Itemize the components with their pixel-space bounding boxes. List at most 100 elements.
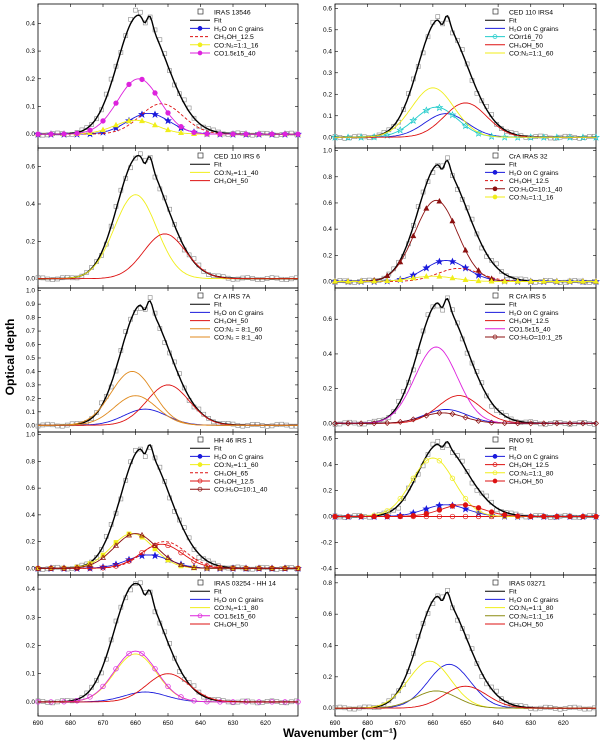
panel-2: 0.0 0.1 0.2 0.3 0.4 0.5 0.6 CED 110 IRS4FitH₂O …: [323, 3, 600, 149]
data-point: [587, 513, 592, 518]
series-marker: [217, 131, 223, 137]
x-tick-label: 630: [228, 720, 239, 727]
series-marker: [475, 505, 482, 511]
legend-entry: CO:N₂=1:1_60: [190, 462, 259, 469]
data-point: [50, 700, 55, 706]
data-point: [499, 268, 504, 274]
x-tick-label: 620: [260, 720, 271, 727]
data-point: [294, 698, 299, 704]
series-marker: [397, 495, 403, 502]
legend-entry: CO:N₂=1:1_40: [190, 170, 259, 177]
series-marker: [100, 118, 106, 124]
series-marker: [422, 504, 431, 513]
series-4: [38, 653, 298, 703]
series-marker: [87, 127, 93, 133]
legend-entry: Fit: [485, 302, 517, 309]
legend-label: CO:N₂=1:1_60: [509, 51, 554, 58]
data-point: [255, 422, 260, 427]
data-point: [440, 307, 445, 313]
series-marker: [230, 564, 236, 571]
legend-label: RNO 91: [509, 438, 534, 445]
series-marker: [384, 272, 391, 278]
y-tick-label: 0.8: [323, 174, 332, 181]
series-marker: [449, 217, 456, 224]
y-tick-label: 0.4: [26, 512, 35, 519]
data-point: [362, 421, 367, 427]
series-marker: [151, 110, 159, 119]
data-point: [577, 420, 582, 425]
legend-entry: H₂O on C grains: [190, 310, 264, 317]
y-tick-label: 0.5: [323, 27, 332, 34]
series-marker: [397, 418, 404, 425]
series-marker: [358, 278, 365, 284]
data-point: [250, 422, 255, 427]
data-point: [177, 517, 182, 523]
data-point: [352, 513, 357, 518]
legend-label: Fit: [509, 162, 517, 169]
series-marker: [384, 419, 391, 426]
data-point: [499, 696, 504, 701]
legend-entry: Fit: [190, 446, 222, 453]
series-marker: [243, 564, 249, 571]
legend-entry: Fit: [485, 18, 517, 25]
legend-entry: Fit: [190, 302, 222, 309]
series-marker: [48, 131, 54, 137]
series-marker: [475, 417, 482, 424]
legend-entry: CH₃OH_12.5: [485, 178, 549, 185]
series-marker: [580, 513, 586, 520]
series-marker: [371, 513, 377, 520]
y-tick-label: 0.0: [26, 131, 35, 138]
series-marker: [449, 513, 456, 520]
y-tick-label: 0.6: [323, 316, 332, 323]
x-tick-label: 630: [525, 720, 536, 727]
legend-label: CO1.5ε15_60: [214, 613, 256, 620]
series-marker: [593, 420, 599, 427]
x-tick-label: 690: [33, 720, 44, 727]
legend-entry: H₂O on C grains: [190, 454, 264, 461]
series-6: [35, 76, 301, 137]
series-marker: [396, 126, 405, 134]
legend-label: Fit: [509, 446, 517, 453]
y-tick-label: 0.6: [26, 485, 35, 492]
legend-label: R CrA IRS 5: [509, 294, 546, 301]
y-tick-label: -0.4: [321, 566, 333, 573]
data-point: [60, 698, 65, 703]
data-point: [274, 567, 280, 572]
y-tick-label: 0.4: [26, 368, 35, 375]
series-marker: [436, 507, 443, 513]
series-6: [332, 273, 599, 284]
series-line: [38, 673, 298, 703]
y-tick-label: 0.3: [26, 382, 35, 389]
series-marker: [345, 278, 352, 284]
data-point: [279, 421, 285, 427]
series-marker: [423, 412, 430, 419]
legend-label: CH₃OH_50: [509, 42, 543, 49]
legend-entry: CO:H₂O=10:1_40: [485, 186, 563, 193]
x-tick-label: 650: [460, 720, 471, 727]
data-point: [240, 423, 246, 429]
series-marker: [345, 420, 352, 427]
panel-10: 0.0 0.2 0.4 0.6 0.8 690 680 670 660 650 640 630 620 I…: [323, 574, 597, 727]
data-point: [133, 7, 138, 13]
legend-entry: CO:N₂=1:1_80: [190, 605, 259, 612]
series-marker: [528, 513, 534, 520]
series-marker: [501, 278, 508, 284]
y-tick-label: 0.2: [26, 76, 35, 83]
series-line: [38, 444, 298, 569]
series-line: [38, 384, 298, 426]
series-marker: [384, 508, 390, 514]
data-point: [230, 277, 236, 282]
series-marker: [152, 90, 158, 96]
series-marker: [461, 504, 470, 513]
series-marker: [435, 501, 444, 510]
y-tick-label: 1.0: [26, 288, 35, 295]
series-marker: [436, 197, 443, 204]
legend-entry: Fit: [485, 589, 517, 596]
legend-label: COrr16_70: [509, 34, 543, 41]
series-5: [38, 370, 298, 426]
series-4: [38, 384, 298, 426]
series-marker: [514, 278, 521, 284]
legend-entry: CED 110 IRS4: [492, 8, 553, 17]
series-marker: [100, 126, 106, 133]
